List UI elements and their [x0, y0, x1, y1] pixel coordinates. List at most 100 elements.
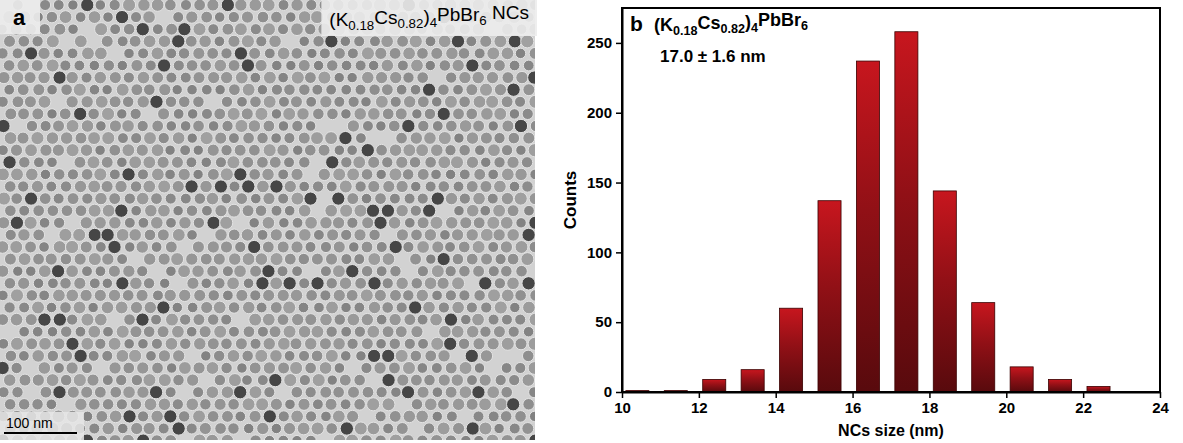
nanocrystal — [318, 71, 331, 84]
nanocrystal — [257, 375, 268, 386]
nanocrystal — [278, 435, 289, 440]
panel-letter: a — [13, 5, 26, 30]
nanocrystal — [54, 23, 66, 35]
nanocrystal — [151, 314, 162, 325]
nanocrystal — [431, 169, 442, 180]
nanocrystal — [355, 84, 366, 95]
y-tick-mark — [616, 43, 622, 45]
nanocrystal — [124, 48, 135, 59]
nanocrystal — [263, 410, 276, 423]
nanocrystal — [59, 228, 72, 241]
nanocrystal — [279, 218, 290, 229]
nanocrystal — [375, 193, 387, 205]
nanocrystal — [75, 205, 87, 217]
nanocrystal — [220, 71, 232, 83]
nanocrystal — [102, 253, 114, 265]
nanocrystal — [510, 302, 520, 312]
nanocrystal — [66, 289, 79, 302]
x-tick: 16 — [845, 392, 862, 416]
nanocrystal — [278, 411, 289, 422]
nanocrystal — [509, 109, 519, 119]
nanocrystal — [255, 59, 267, 71]
nanocrystal — [305, 362, 317, 374]
nanocrystal — [186, 423, 197, 434]
nanocrystal — [0, 290, 8, 301]
nanocrystal — [417, 314, 428, 325]
nanocrystal — [32, 326, 43, 337]
nanocrystal — [74, 277, 86, 289]
histogram-bar — [1049, 379, 1072, 392]
nanocrystal — [138, 411, 149, 422]
nanocrystal — [263, 193, 275, 205]
nanocrystal — [369, 84, 380, 95]
nanocrystal — [530, 290, 535, 302]
nanocrystals — [0, 0, 535, 440]
nanocrystal — [0, 48, 8, 59]
nanocrystal — [180, 145, 191, 156]
nanocrystal — [529, 241, 535, 252]
nanocrystal — [46, 181, 57, 192]
nanocrystal — [222, 410, 234, 422]
nanocrystal — [374, 216, 387, 229]
nanocrystal — [242, 253, 255, 266]
nanocrystal — [346, 434, 359, 440]
nanocrystal — [228, 253, 241, 266]
nanocrystal — [137, 96, 150, 109]
nanocrystal — [277, 289, 289, 301]
nanocrystal — [425, 156, 437, 168]
nanocrystal — [214, 12, 225, 23]
nanocrystal — [138, 0, 151, 11]
nanocrystal — [493, 204, 506, 217]
nanocrystal — [368, 253, 381, 266]
nanocrystal — [199, 422, 211, 434]
nanocrystal — [445, 435, 456, 440]
x-tick-mark — [1083, 392, 1085, 398]
nanocrystal — [143, 422, 155, 434]
nanocrystal — [165, 337, 178, 350]
nanocrystal — [242, 375, 253, 386]
nanocrystal — [425, 60, 435, 70]
nanocrystal — [187, 302, 198, 313]
nanocrystal — [243, 278, 254, 289]
nanocrystal — [361, 97, 372, 108]
nanocrystal — [438, 35, 451, 48]
nanocrystal — [311, 277, 324, 290]
nanocrystal — [207, 265, 219, 277]
nanocrystal — [221, 434, 233, 440]
nanocrystal — [451, 35, 464, 48]
nanocrystal — [159, 84, 171, 96]
nanocrystal — [473, 411, 484, 422]
nanocrystal — [299, 181, 310, 192]
nanocrystal — [4, 278, 16, 290]
nanocrystal — [395, 108, 407, 120]
nanocrystal — [402, 361, 415, 374]
nanocrystal — [376, 241, 387, 252]
nanocrystal — [80, 217, 92, 229]
nanocrystal — [48, 278, 59, 289]
nanocrystal — [445, 386, 457, 398]
nanocrystal — [53, 217, 64, 228]
nanocrystal — [466, 325, 479, 338]
nanocrystal — [306, 411, 317, 422]
nanocrystal — [424, 132, 437, 145]
nanocrystal — [33, 157, 44, 168]
nanocrystal — [103, 12, 114, 23]
nanocrystal — [334, 72, 344, 82]
nanocrystal — [242, 156, 254, 168]
nanocrystal — [5, 108, 17, 120]
nanocrystal — [208, 121, 219, 132]
nanocrystal — [368, 156, 380, 168]
nanocrystal — [180, 193, 191, 204]
nanocrystal — [95, 338, 106, 349]
nanocrystal — [65, 240, 78, 253]
nanocrystal — [389, 338, 400, 349]
nanocrystal — [262, 0, 275, 11]
nanocrystal — [529, 47, 535, 59]
nanocrystal — [180, 0, 191, 11]
nanocrystal — [38, 265, 51, 278]
nanocrystal — [269, 373, 282, 386]
nanocrystal — [326, 84, 337, 95]
nanocrystal — [220, 168, 233, 181]
nanocrystal — [404, 217, 415, 228]
nanocrystal — [116, 349, 129, 362]
